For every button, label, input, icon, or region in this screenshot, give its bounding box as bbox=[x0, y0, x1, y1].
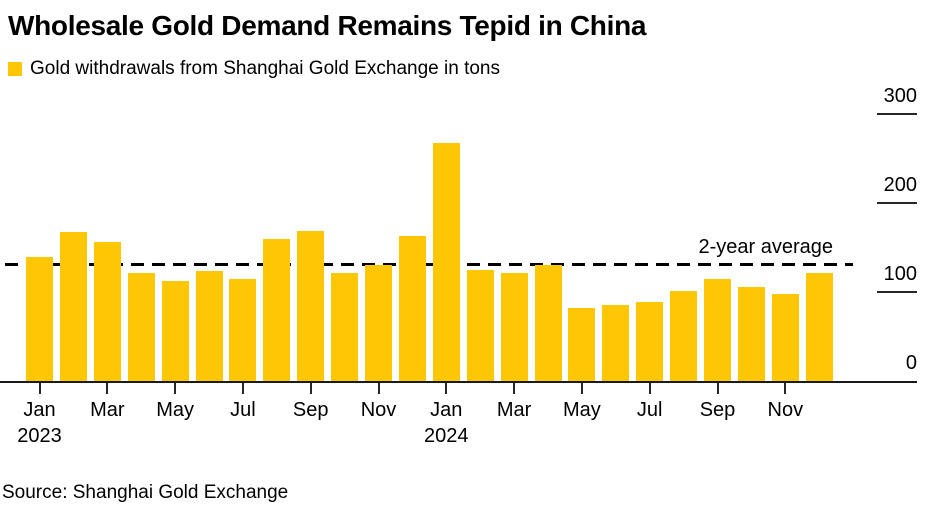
average-line bbox=[5, 263, 853, 267]
bar bbox=[704, 278, 731, 381]
bar bbox=[636, 301, 664, 381]
legend-label: Gold withdrawals from Shanghai Gold Exch… bbox=[30, 58, 500, 79]
x-axis-tick bbox=[784, 383, 787, 394]
bar bbox=[568, 308, 596, 381]
bar bbox=[602, 304, 630, 381]
x-axis-tick bbox=[580, 383, 583, 394]
x-axis-label: Jul bbox=[636, 399, 663, 421]
legend: Gold withdrawals from Shanghai Gold Exch… bbox=[8, 58, 500, 79]
bar bbox=[263, 238, 291, 381]
plot-area: 2-year average Jan Mar May Jul Sep Nov Jan Mar M… bbox=[0, 85, 917, 447]
y-axis-label: 300 bbox=[883, 85, 917, 108]
bar bbox=[737, 286, 765, 381]
x-axis-tick bbox=[377, 383, 380, 394]
x-axis-label: Mar bbox=[90, 399, 125, 421]
x-axis-baseline bbox=[0, 381, 917, 383]
x-axis-label: May bbox=[562, 399, 601, 421]
bar bbox=[466, 269, 494, 381]
x-axis-label: Nov bbox=[360, 399, 397, 421]
bar bbox=[534, 265, 562, 381]
x-axis-tick bbox=[648, 383, 651, 394]
x-axis-tick bbox=[309, 383, 312, 394]
bar bbox=[127, 273, 155, 381]
bar bbox=[365, 265, 392, 381]
x-axis-label: Mar bbox=[496, 399, 532, 421]
bar bbox=[229, 278, 257, 381]
bar bbox=[59, 231, 87, 381]
y-axis-label: 200 bbox=[883, 174, 917, 197]
y-axis-label: 100 bbox=[883, 263, 917, 286]
x-axis-year-label: 2023 bbox=[17, 425, 62, 447]
average-line-label: 2-year average bbox=[698, 236, 833, 258]
x-axis-label: Sep bbox=[699, 399, 736, 421]
x-axis-year-label: 2024 bbox=[424, 425, 469, 447]
bar bbox=[432, 142, 460, 381]
x-axis-label: Jul bbox=[230, 399, 256, 421]
bar bbox=[93, 242, 121, 381]
bar bbox=[500, 272, 528, 381]
bar bbox=[195, 270, 223, 381]
x-axis-label: Sep bbox=[292, 399, 329, 421]
x-axis-label: Jan bbox=[430, 399, 463, 421]
chart-title: Wholesale Gold Demand Remains Tepid in C… bbox=[8, 10, 647, 41]
legend-swatch-icon bbox=[8, 61, 22, 76]
x-axis-tick bbox=[174, 383, 177, 394]
x-axis-label: May bbox=[156, 399, 194, 421]
bar bbox=[331, 273, 359, 381]
bar bbox=[805, 273, 833, 381]
x-axis-tick bbox=[38, 383, 41, 394]
y-axis-tick bbox=[877, 291, 917, 294]
x-axis-label: Jan bbox=[23, 399, 56, 421]
bar bbox=[297, 230, 325, 381]
bar bbox=[398, 236, 426, 381]
x-axis-tick bbox=[716, 383, 719, 394]
bar bbox=[771, 293, 799, 381]
y-axis-label: 0 bbox=[905, 352, 917, 374]
y-axis-tick bbox=[877, 202, 917, 205]
source-note: Source: Shanghai Gold Exchange bbox=[2, 482, 289, 503]
x-axis-tick bbox=[513, 383, 516, 394]
bar bbox=[161, 281, 189, 381]
y-axis-tick bbox=[877, 113, 917, 116]
x-axis-tick bbox=[106, 383, 109, 394]
x-axis-tick bbox=[445, 383, 448, 394]
bar bbox=[26, 257, 53, 381]
bar bbox=[670, 291, 698, 381]
x-axis-tick bbox=[241, 383, 244, 394]
x-axis-label: Nov bbox=[767, 399, 804, 421]
